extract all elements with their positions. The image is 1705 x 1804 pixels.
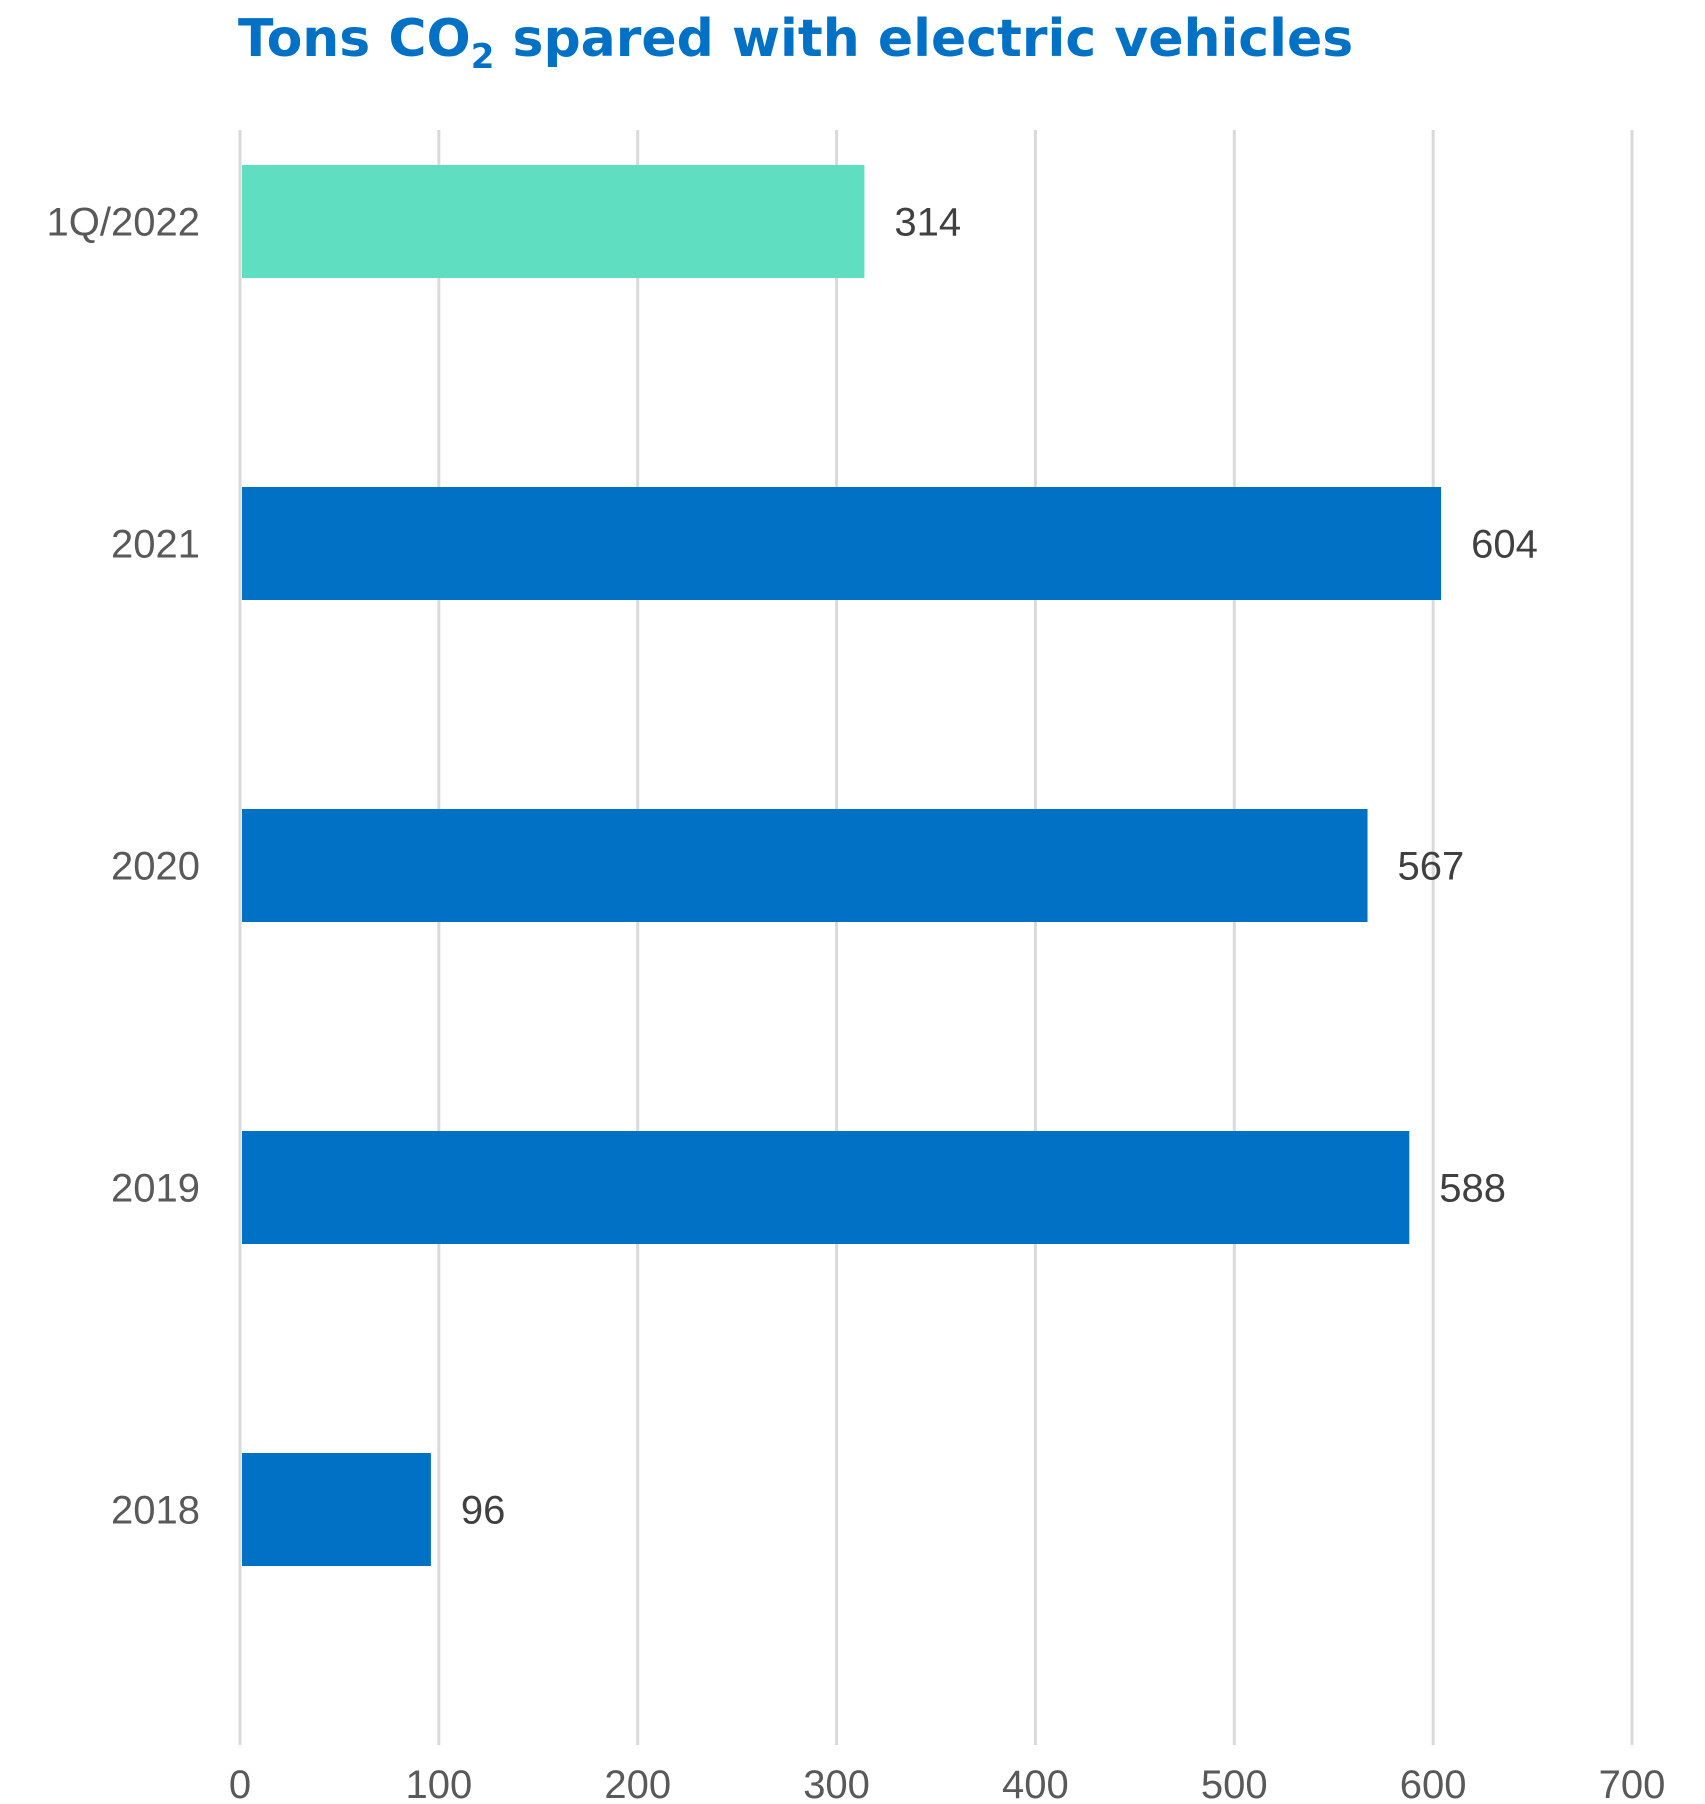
category-label-2020: 2020 [111,845,200,889]
chart-title: Tons CO2 spared with electric vehicles [238,9,1353,77]
chart-title-part-1: Tons CO [238,9,471,69]
value-label-2018: 96 [461,1489,506,1533]
bar-2019 [242,1131,1410,1244]
chart-title-part-2: spared with electric vehicles [494,9,1353,69]
bar-2020 [242,809,1368,922]
x-tick-label-100: 100 [405,1763,472,1804]
value-label-2020: 567 [1398,845,1465,889]
x-tick-label-0: 0 [229,1763,251,1804]
chart-title-subscript: 2 [471,37,495,77]
x-tick-label-700: 700 [1599,1763,1666,1804]
bars [242,165,1442,1566]
category-label-2021: 2021 [111,523,200,567]
value-label-1q-2022: 314 [894,201,961,245]
category-label-2019: 2019 [111,1167,200,1211]
bar-2021 [242,487,1442,600]
x-tick-label-600: 600 [1400,1763,1467,1804]
gridlines [238,130,1634,1745]
x-tick-label-200: 200 [604,1763,671,1804]
x-tick-label-300: 300 [803,1763,870,1804]
value-label-2019: 588 [1439,1167,1506,1211]
category-label-1q-2022: 1Q/2022 [47,201,200,245]
x-tick-label-400: 400 [1002,1763,1069,1804]
category-label-2018: 2018 [111,1489,200,1533]
bar-1q-2022 [242,165,865,278]
x-tick-label-500: 500 [1201,1763,1268,1804]
value-label-2021: 604 [1471,523,1538,567]
bar-2018 [242,1453,431,1566]
labels: 0 100 200 300 400 500 600 700 1Q/2022 314 2021 604 2… [47,201,1666,1804]
